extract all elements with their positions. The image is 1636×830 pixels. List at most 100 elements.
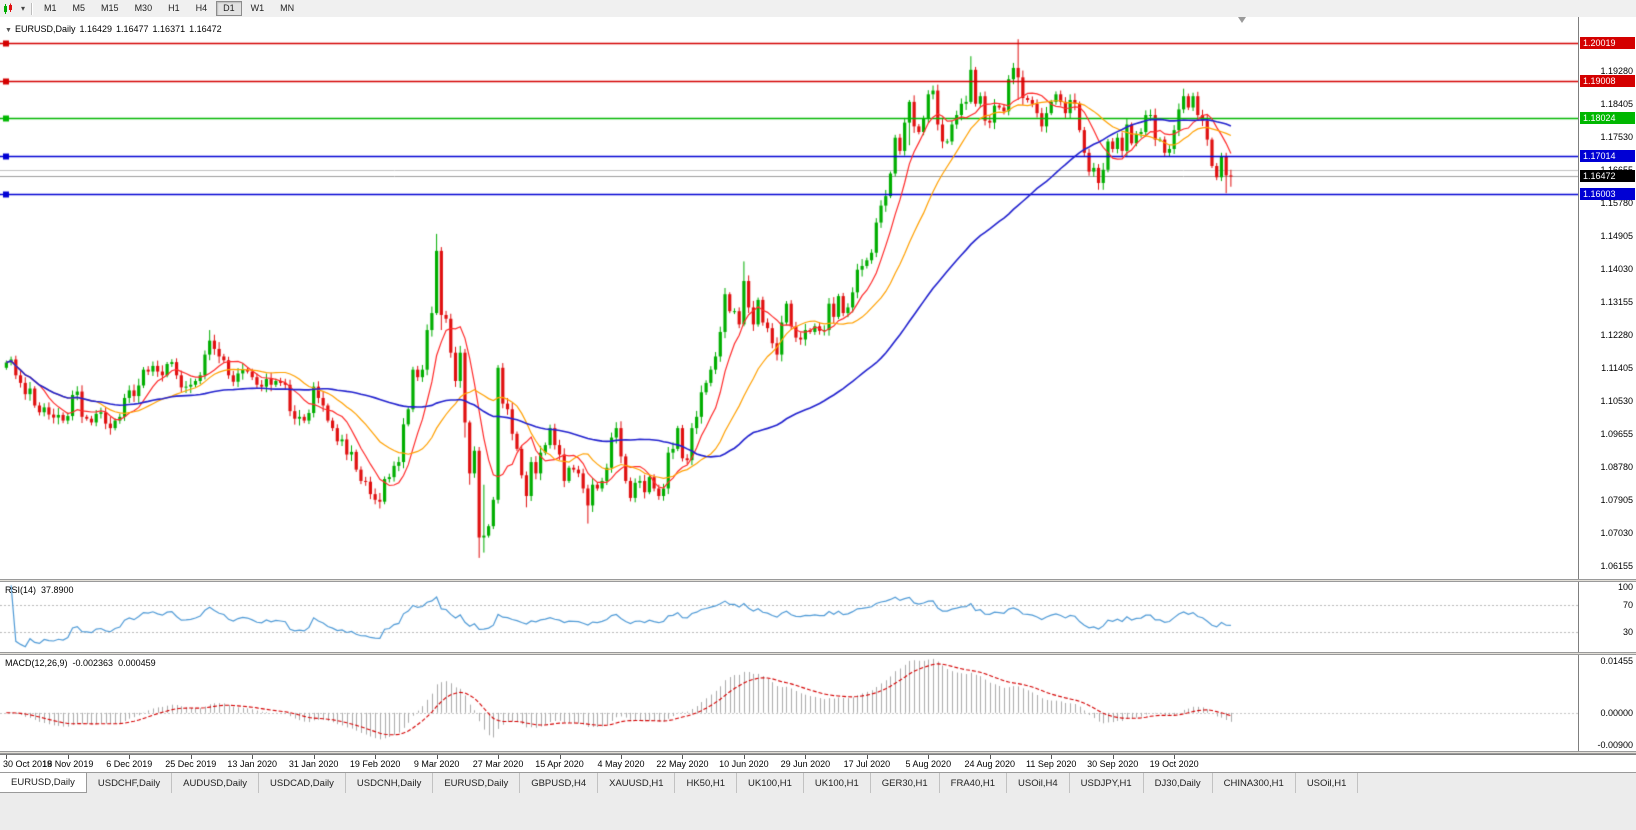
chart-collapse-icon[interactable]: ▼ bbox=[5, 27, 12, 34]
chart-symbol-period: EURUSD,Daily bbox=[15, 24, 76, 34]
rsi-value: 37.8900 bbox=[41, 585, 74, 595]
price-axis-tick: 1.13155 bbox=[1600, 297, 1633, 307]
macd-axis-tick: 0.00000 bbox=[1600, 708, 1633, 718]
date-axis-label: 24 Aug 2020 bbox=[964, 759, 1015, 769]
rsi-name: RSI(14) bbox=[5, 585, 36, 595]
timeframe-button-d1[interactable]: D1 bbox=[216, 1, 242, 16]
symbol-tab[interactable]: UK100,H1 bbox=[737, 773, 804, 793]
candlestick-chart-icon bbox=[3, 3, 16, 15]
date-axis-label: 22 May 2020 bbox=[656, 759, 708, 769]
price-axis-tick: 1.07030 bbox=[1600, 528, 1633, 538]
timeframe-button-h1[interactable]: H1 bbox=[161, 1, 187, 16]
symbol-tab[interactable]: USDJPY,H1 bbox=[1070, 773, 1144, 793]
symbol-tab[interactable]: GER30,H1 bbox=[871, 773, 940, 793]
macd-canvas[interactable] bbox=[0, 655, 1578, 751]
price-axis-tick: 1.17530 bbox=[1600, 132, 1633, 142]
price-axis-tick: 1.18405 bbox=[1600, 99, 1633, 109]
price-level-label: 1.16003 bbox=[1580, 188, 1635, 200]
timeframe-button-m30[interactable]: M30 bbox=[128, 1, 160, 16]
price-axis-tick: 1.14030 bbox=[1600, 264, 1633, 274]
symbol-tab[interactable]: USOil,H1 bbox=[1296, 773, 1359, 793]
current-price-label: 1.16472 bbox=[1580, 170, 1635, 182]
symbol-tab[interactable]: XAUUSD,H1 bbox=[598, 773, 675, 793]
date-axis-label: 4 May 2020 bbox=[597, 759, 644, 769]
quote-open: 1.16429 bbox=[79, 24, 112, 34]
symbol-tab[interactable]: UK100,H1 bbox=[804, 773, 871, 793]
date-axis-label: 5 Aug 2020 bbox=[906, 759, 952, 769]
rsi-axis-tick: 100 bbox=[1618, 582, 1633, 592]
price-axis-tick: 1.08780 bbox=[1600, 462, 1633, 472]
price-axis-tick: 1.12280 bbox=[1600, 330, 1633, 340]
timeframe-button-m15[interactable]: M15 bbox=[94, 1, 126, 16]
macd-signal-value: 0.000459 bbox=[118, 658, 156, 668]
chart-shift-marker[interactable] bbox=[1238, 17, 1246, 23]
date-axis-label: 11 Sep 2020 bbox=[1026, 759, 1076, 769]
rsi-axis-tick: 30 bbox=[1623, 627, 1633, 637]
date-axis-label: 19 Feb 2020 bbox=[350, 759, 401, 769]
timeframe-button-h4[interactable]: H4 bbox=[189, 1, 215, 16]
price-level-label: 1.19008 bbox=[1580, 75, 1635, 87]
timeframe-button-mn[interactable]: MN bbox=[273, 1, 301, 16]
price-axis[interactable]: 1.192801.184051.175301.166551.157801.149… bbox=[1578, 17, 1636, 579]
rsi-canvas[interactable] bbox=[0, 582, 1578, 652]
symbol-tab[interactable]: USDCNH,Daily bbox=[346, 773, 433, 793]
price-axis-tick: 1.14905 bbox=[1600, 231, 1633, 241]
quote-high: 1.16477 bbox=[116, 24, 149, 34]
macd-axis-tick: -0.00900 bbox=[1597, 740, 1633, 750]
symbol-tab[interactable]: EURUSD,Daily bbox=[0, 773, 87, 793]
date-axis-label: 18 Nov 2019 bbox=[42, 759, 93, 769]
macd-name: MACD(12,26,9) bbox=[5, 658, 68, 668]
symbol-tab[interactable]: USDCHF,Daily bbox=[87, 773, 172, 793]
chevron-down-icon[interactable]: ▾ bbox=[19, 4, 27, 13]
date-axis-label: 30 Sep 2020 bbox=[1087, 759, 1138, 769]
date-axis-label: 27 Mar 2020 bbox=[473, 759, 524, 769]
date-axis-label: 9 Mar 2020 bbox=[414, 759, 460, 769]
symbol-tab[interactable]: FRA40,H1 bbox=[940, 773, 1007, 793]
timeframe-button-m1[interactable]: M1 bbox=[37, 1, 64, 16]
chart-type-button[interactable] bbox=[0, 1, 19, 16]
timeframe-button-m5[interactable]: M5 bbox=[66, 1, 93, 16]
price-level-label: 1.18024 bbox=[1580, 112, 1635, 124]
symbol-tab[interactable]: DJ30,Daily bbox=[1144, 773, 1213, 793]
date-axis-label: 17 Jul 2020 bbox=[844, 759, 891, 769]
rsi-plot[interactable]: RSI(14) 37.8900 bbox=[0, 582, 1578, 652]
rsi-label: RSI(14) 37.8900 bbox=[5, 585, 79, 595]
date-axis-label: 6 Dec 2019 bbox=[106, 759, 152, 769]
date-axis-label: 31 Jan 2020 bbox=[289, 759, 339, 769]
main-chart-canvas[interactable] bbox=[0, 17, 1578, 579]
macd-main-value: -0.002363 bbox=[73, 658, 114, 668]
symbol-tab[interactable]: USDCAD,Daily bbox=[259, 773, 346, 793]
price-level-label: 1.20019 bbox=[1580, 37, 1635, 49]
toolbar-separator bbox=[31, 3, 32, 15]
timeframe-button-w1[interactable]: W1 bbox=[244, 1, 272, 16]
symbol-tab[interactable]: AUDUSD,Daily bbox=[172, 773, 259, 793]
date-axis-label: 19 Oct 2020 bbox=[1150, 759, 1199, 769]
symbol-tab[interactable]: EURUSD,Daily bbox=[433, 773, 520, 793]
macd-plot[interactable]: MACD(12,26,9) -0.002363 0.000459 bbox=[0, 655, 1578, 751]
date-axis-label: 15 Apr 2020 bbox=[535, 759, 584, 769]
price-axis-tick: 1.10530 bbox=[1600, 396, 1633, 406]
symbol-tab[interactable]: GBPUSD,H4 bbox=[520, 773, 598, 793]
price-axis-tick: 1.11405 bbox=[1601, 363, 1633, 373]
price-level-label: 1.17014 bbox=[1580, 150, 1635, 162]
price-axis-tick: 1.07905 bbox=[1600, 495, 1633, 505]
symbol-tab[interactable]: CHINA300,H1 bbox=[1213, 773, 1296, 793]
quote-close: 1.16472 bbox=[189, 24, 222, 34]
symbol-tab[interactable]: HK50,H1 bbox=[675, 773, 737, 793]
macd-label: MACD(12,26,9) -0.002363 0.000459 bbox=[5, 658, 161, 668]
symbol-tab[interactable]: USOil,H4 bbox=[1007, 773, 1070, 793]
date-axis-label: 13 Jan 2020 bbox=[227, 759, 277, 769]
date-axis-label: 25 Dec 2019 bbox=[165, 759, 216, 769]
